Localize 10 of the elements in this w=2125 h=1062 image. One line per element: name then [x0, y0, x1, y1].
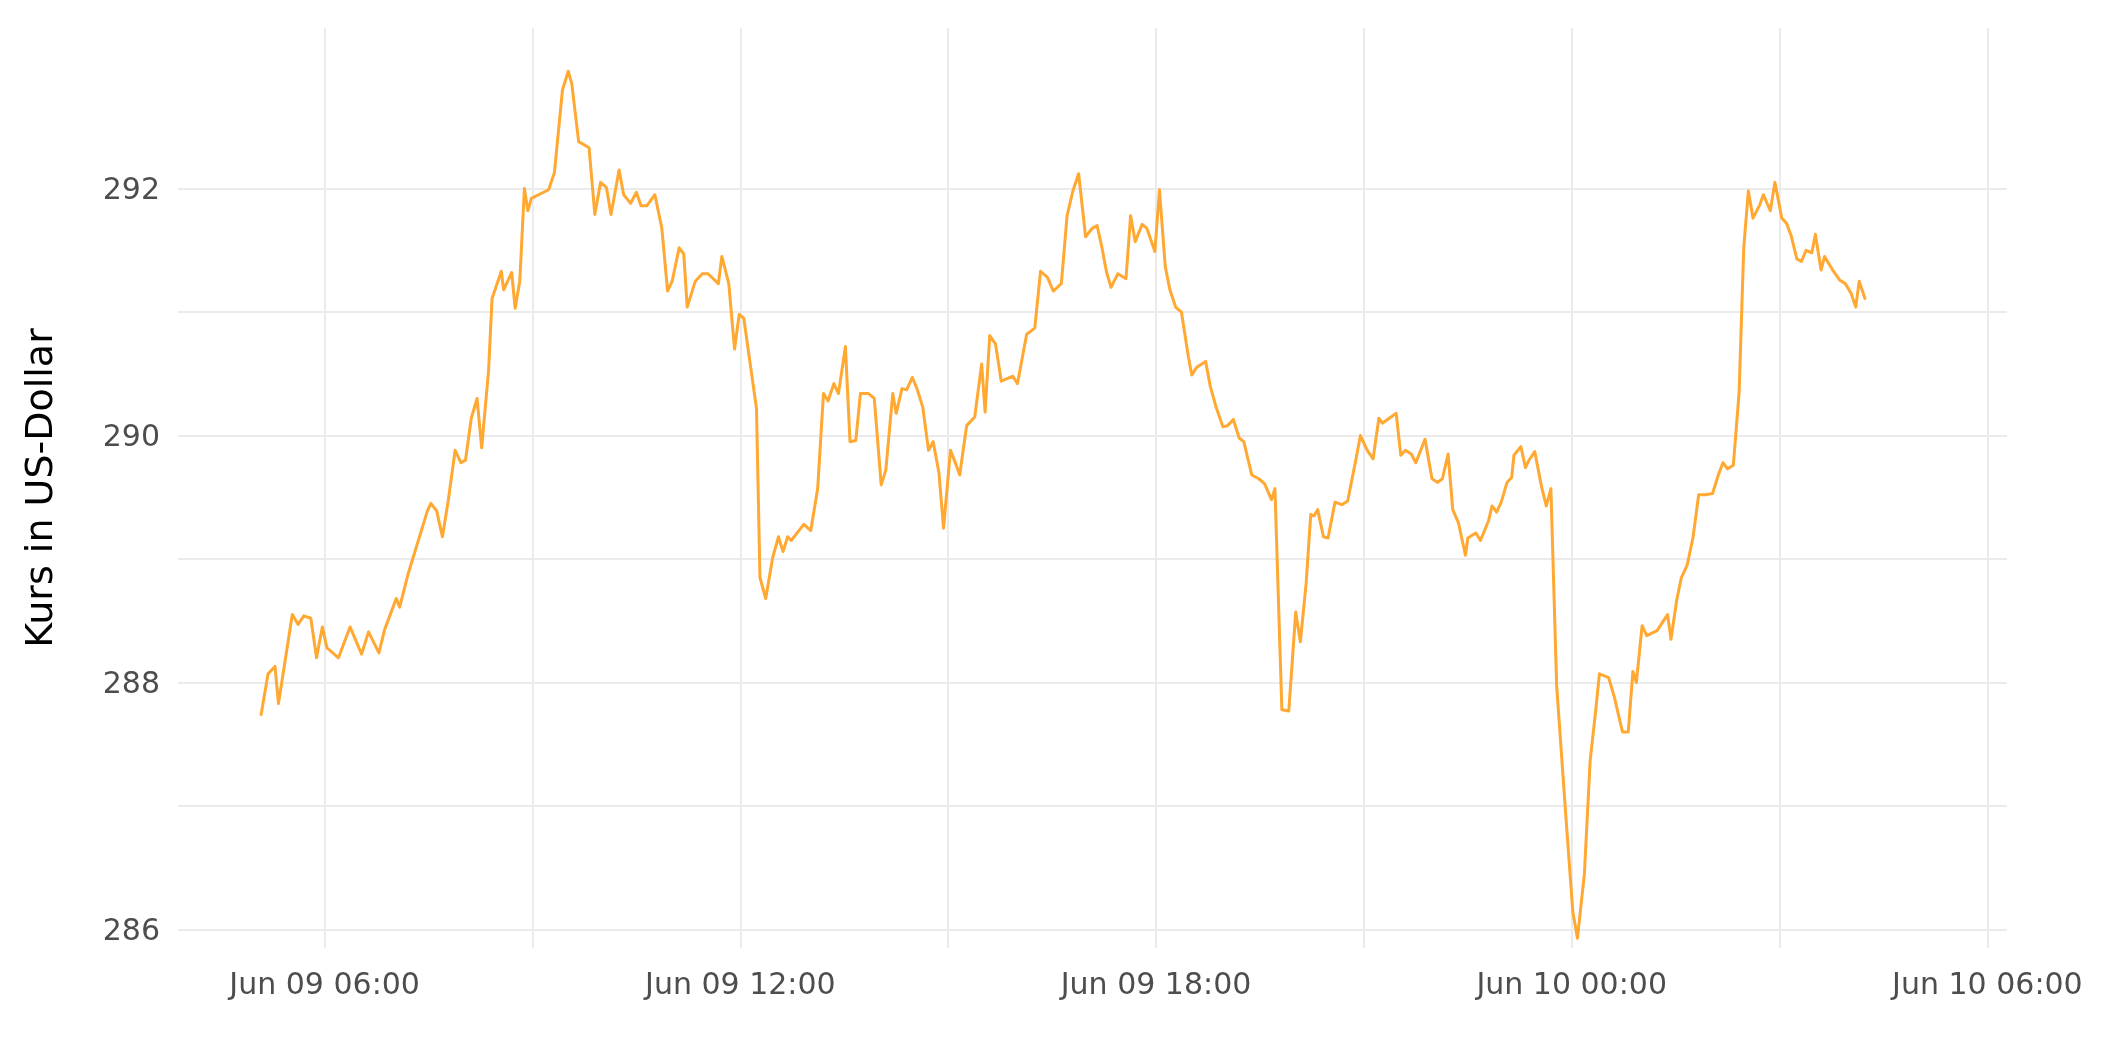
x-tick-label: Jun 10 06:00 — [1890, 965, 2083, 1001]
x-tick-label: Jun 09 06:00 — [227, 965, 420, 1001]
y-tick-label: 292 — [102, 171, 160, 207]
y-tick-label: 286 — [102, 911, 160, 947]
y-axis-title: Kurs in US-Dollar — [17, 327, 61, 648]
x-tick-label: Jun 09 12:00 — [643, 965, 836, 1001]
x-tick-label: Jun 10 00:00 — [1474, 965, 1667, 1001]
x-tick-label: Jun 09 18:00 — [1058, 965, 1252, 1001]
y-tick-label: 288 — [102, 665, 160, 700]
y-tick-label: 290 — [102, 418, 160, 454]
